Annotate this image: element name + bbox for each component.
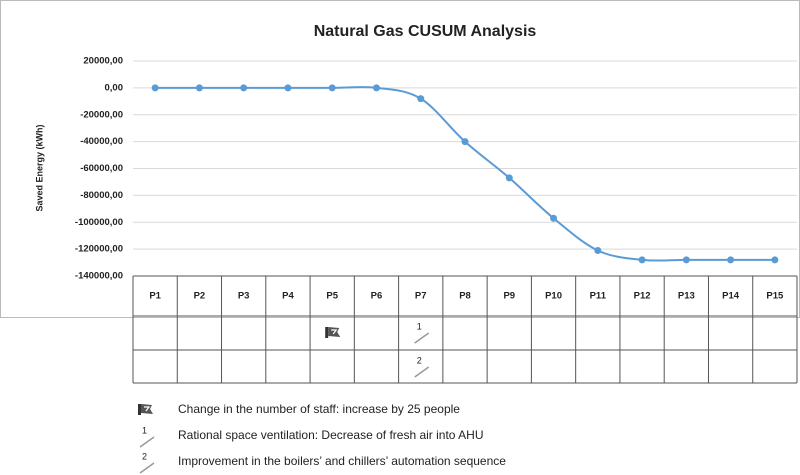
- legend-marker-number: 1: [142, 425, 147, 435]
- x-tick-label: P8: [459, 291, 471, 302]
- data-point: [550, 214, 558, 222]
- x-tick-label: P12: [634, 291, 651, 302]
- data-point: [771, 256, 779, 264]
- chart-title: Natural Gas CUSUM Analysis: [314, 23, 537, 40]
- x-tick-label: P15: [766, 291, 784, 302]
- y-tick-label: -60000,00: [80, 163, 123, 174]
- x-tick-label: P1: [149, 291, 161, 302]
- table-marker-number: 2: [417, 355, 422, 365]
- data-point: [195, 84, 203, 92]
- x-tick-label: P7: [415, 291, 427, 302]
- y-tick-label: -40000,00: [80, 136, 123, 147]
- legend-marker-number: 2: [142, 451, 147, 461]
- chart-frame: [0, 0, 800, 318]
- data-point: [638, 256, 646, 264]
- data-point: [240, 84, 248, 92]
- y-tick-label: -20000,00: [80, 109, 123, 120]
- y-tick-label: -100000,00: [75, 217, 123, 228]
- legend-text: Rational space ventilation: Decrease of …: [178, 428, 484, 442]
- data-point: [461, 138, 469, 146]
- x-tick-label: P10: [545, 291, 562, 302]
- y-tick-label: -140000,00: [75, 271, 123, 282]
- x-tick-label: P5: [326, 291, 338, 302]
- data-point: [727, 256, 735, 264]
- legend-marker-arrow: [139, 462, 155, 474]
- x-tick-label: P14: [722, 291, 740, 302]
- data-point: [594, 246, 602, 254]
- table-marker-arrow: [414, 332, 430, 344]
- y-tick-label: 20000,00: [83, 56, 123, 67]
- x-tick-label: P3: [238, 291, 250, 302]
- table-marker-number: 1: [417, 321, 422, 331]
- flag-mark: [331, 329, 338, 335]
- flag-pole: [325, 327, 329, 338]
- x-tick-label: P9: [503, 291, 515, 302]
- data-point: [328, 84, 336, 92]
- legend-flag: [138, 404, 153, 415]
- flag-mark: [144, 406, 151, 412]
- data-point: [284, 84, 292, 92]
- y-tick-label: 0,00: [105, 82, 124, 93]
- x-tick-label: P13: [678, 291, 695, 302]
- data-point: [505, 174, 513, 182]
- x-tick-label: P2: [194, 291, 206, 302]
- y-tick-label: -120000,00: [75, 244, 123, 255]
- flag-pole: [138, 404, 141, 415]
- x-tick-label: P4: [282, 291, 294, 302]
- y-tick-label: -80000,00: [80, 190, 123, 201]
- data-point: [417, 95, 425, 103]
- legend-text: Change in the number of staff: increase …: [178, 402, 460, 416]
- y-axis-label: Saved Energy (kWh): [34, 124, 44, 211]
- table-marker-arrow: [414, 366, 430, 378]
- data-point: [682, 256, 690, 264]
- legend-marker-arrow: [139, 436, 155, 448]
- data-point: [151, 84, 159, 92]
- legend-text: Improvement in the boilers’ and chillers…: [178, 454, 506, 468]
- x-tick-label: P6: [371, 291, 383, 302]
- data-point: [372, 84, 380, 92]
- table-flag: [325, 327, 341, 338]
- x-tick-label: P11: [590, 291, 607, 302]
